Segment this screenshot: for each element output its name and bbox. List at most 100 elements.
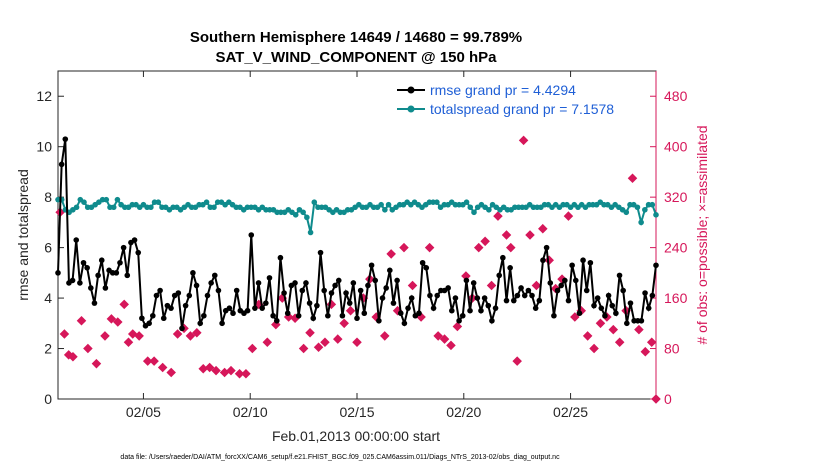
obs-count-point (211, 365, 221, 376)
obs-count-point (386, 249, 396, 259)
rmse-point (230, 310, 236, 317)
rmse-point (478, 307, 484, 314)
rmse-point (547, 280, 554, 286)
rmse-point (423, 265, 430, 271)
obs-count-point (589, 343, 599, 354)
rmse-point (529, 292, 535, 299)
rmse-point (543, 244, 550, 251)
y-right-tick-label: 320 (664, 189, 688, 205)
obs-count-point (127, 329, 138, 339)
rmse-point (354, 315, 360, 322)
y-right-tick-label: 240 (664, 240, 688, 256)
rmse-point (562, 277, 568, 284)
rmse-point (536, 297, 543, 304)
y-left-tick-label: 4 (44, 290, 52, 306)
obs-count-point (226, 365, 236, 376)
obs-count-point (247, 343, 258, 354)
rmse-point (470, 280, 477, 286)
rmse-point (481, 295, 488, 301)
rmse-point (572, 277, 579, 284)
rmse-point (554, 287, 561, 294)
rmse-point (219, 320, 225, 327)
rmse-point (397, 310, 404, 317)
rmse-point (157, 287, 163, 294)
rmse-point (263, 300, 269, 306)
x-axis-label: Feb.01,2013 00:00:00 start (272, 428, 440, 444)
rmse-point (292, 280, 298, 286)
totalspread-point (382, 206, 388, 213)
x-axis: 02/05 02/10 02/15 02/20 02/25 (126, 71, 588, 420)
rmse-point (376, 317, 382, 324)
rmse-point (365, 282, 371, 289)
obs-count-point (83, 343, 93, 354)
rmse-point (186, 292, 193, 299)
rmse-point (496, 272, 503, 279)
totalspread-point (467, 204, 474, 211)
rmse-point (613, 310, 619, 317)
rmse-point (587, 259, 594, 266)
rmse-point (653, 262, 659, 269)
rmse-point (638, 317, 645, 324)
obs-count-point (538, 223, 548, 234)
rmse-point (624, 320, 630, 327)
rmse-point (77, 280, 83, 286)
obs-count-point (172, 329, 183, 339)
totalspread-point (114, 196, 121, 203)
obs-count-point (446, 340, 456, 351)
obs-count-point (486, 280, 497, 291)
chart-title-line1: Southern Hemisphere 14649 / 14680 = 99.7… (190, 29, 522, 46)
rmse-point (306, 300, 313, 306)
rmse-point (551, 312, 557, 319)
obs-count-point (100, 331, 110, 341)
rmse-point (503, 297, 510, 304)
y-right-tick-label: 480 (664, 88, 688, 104)
rmse-point (124, 272, 131, 279)
totalspread-point (463, 199, 470, 205)
rmse-point (616, 272, 623, 279)
obs-count-point (59, 329, 70, 339)
x-tick-label: 02/15 (339, 404, 374, 420)
y-right-tick-label: 80 (664, 341, 680, 357)
rmse-point (80, 259, 87, 266)
y-axis-right: 0 80 160 240 320 400 480 (650, 71, 688, 407)
obs-count-point (480, 236, 490, 247)
rmse-point (208, 280, 214, 286)
rmse-point (620, 287, 626, 294)
obs-count-point (119, 299, 129, 310)
rmse-point (627, 300, 634, 306)
totalspread-point (638, 219, 644, 226)
rmse-point (58, 161, 65, 168)
legend-spread-label: totalspread grand pr = 7.1578 (430, 101, 614, 117)
obs-count-point (68, 351, 78, 362)
totalspread-point (642, 206, 648, 213)
obs-count-point (339, 318, 349, 329)
obs-count-point (379, 331, 390, 341)
rmse-point (62, 136, 69, 142)
rmse-point (580, 257, 586, 264)
y-right-tick-label: 160 (664, 290, 688, 306)
obs-count-point (91, 358, 102, 369)
rmse-point (350, 280, 357, 286)
rmse-point (594, 295, 601, 301)
totalspread-point (623, 209, 630, 216)
rmse-point (456, 317, 462, 324)
rmse-point (325, 312, 331, 319)
obs-count-point (433, 331, 443, 341)
rmse-point (98, 257, 105, 264)
rmse-point (190, 270, 196, 276)
rmse-point (576, 310, 583, 317)
rmse-point (201, 312, 207, 319)
rmse-point (394, 277, 400, 284)
y-right-tick-label: 0 (664, 391, 672, 407)
obs-count-point (501, 230, 512, 240)
rmse-point (434, 292, 441, 299)
totalspread-point (292, 212, 299, 218)
obs-count-point (234, 369, 245, 379)
chart-title-line2: SAT_V_WIND_COMPONENT @ 150 hPa (215, 49, 497, 66)
y-right-tick-label: 400 (664, 139, 688, 155)
obs-count-point (345, 305, 356, 316)
rmse-point (357, 287, 364, 294)
obs-count-point (570, 312, 580, 322)
obs-count-point (595, 318, 606, 329)
